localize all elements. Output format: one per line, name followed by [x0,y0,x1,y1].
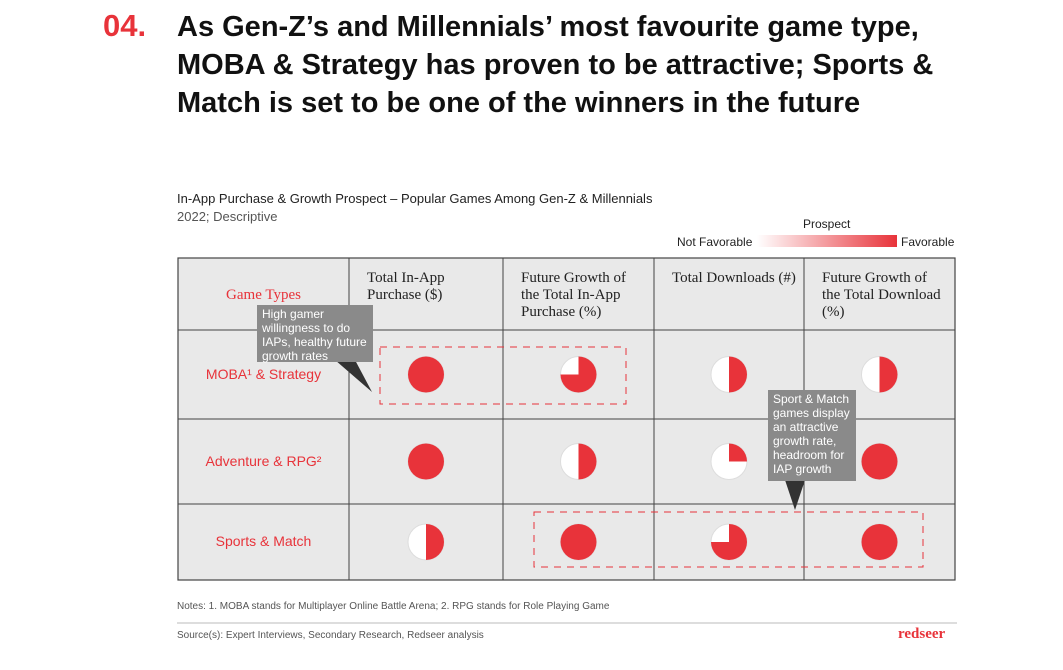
legend-low: Not Favorable [677,235,753,249]
callout: Sport & Match games display an attractiv… [768,390,856,481]
harvey-ball [861,443,898,480]
column-header: Game Types [226,287,301,303]
logo: redseer [898,626,946,642]
ball-fill [711,524,747,560]
column-header: Total Downloads (#) [672,270,796,286]
ball-fill [578,443,597,480]
harvey-balls [407,356,898,561]
ball-fill [426,524,444,560]
divider [177,622,957,624]
column-header: Future Growth of the Total Download (%) [822,270,941,320]
ball-fill [879,356,898,393]
ball-fill [861,524,898,560]
highlight-box [379,346,627,405]
row-label: MOBA¹ & Strategy [205,365,322,382]
notes: Notes: 1. MOBA stands for Multiplayer On… [177,601,610,612]
harvey-ball [560,523,597,561]
harvey-ball [861,356,898,393]
ball-fill [408,443,444,480]
harvey-ball [710,356,748,393]
ball-fill [560,356,597,393]
column-header: Total In-App Purchase ($) [367,270,445,303]
legend-high: Favorable [901,235,955,249]
section-number: 04. [103,8,147,43]
ball-fill [729,356,747,393]
highlight-box [533,511,924,568]
callout-pointer [335,360,372,392]
harvey-ball [861,523,898,561]
callout-pointer [785,480,805,510]
legend-gradient [757,235,897,247]
harvey-ball [710,523,748,561]
row-label: Adventure & RPG² [205,452,322,469]
harvey-ball [710,443,748,480]
column-header: Future Growth of the Total In-App Purcha… [521,270,626,320]
chart-title: In-App Purchase & Growth Prospect – Popu… [177,191,653,206]
ball-fill [408,356,444,393]
slide-title: As Gen-Z’s and Millennials’ most favouri… [177,11,934,119]
harvey-ball [560,356,597,393]
legend-title: Prospect [803,217,851,231]
callout: High gamer willingness to do IAPs, healt… [257,305,373,363]
harvey-ball [560,443,597,480]
harvey-ball [407,356,445,393]
row-label: Sports & Match [215,533,312,549]
chart-subtitle: 2022; Descriptive [177,209,278,224]
harvey-ball [407,443,445,480]
ball-fill [861,443,898,480]
ball-fill [560,524,597,560]
ball-fill [729,443,747,462]
source: Source(s): Expert Interviews, Secondary … [177,630,484,641]
harvey-ball [407,523,445,561]
